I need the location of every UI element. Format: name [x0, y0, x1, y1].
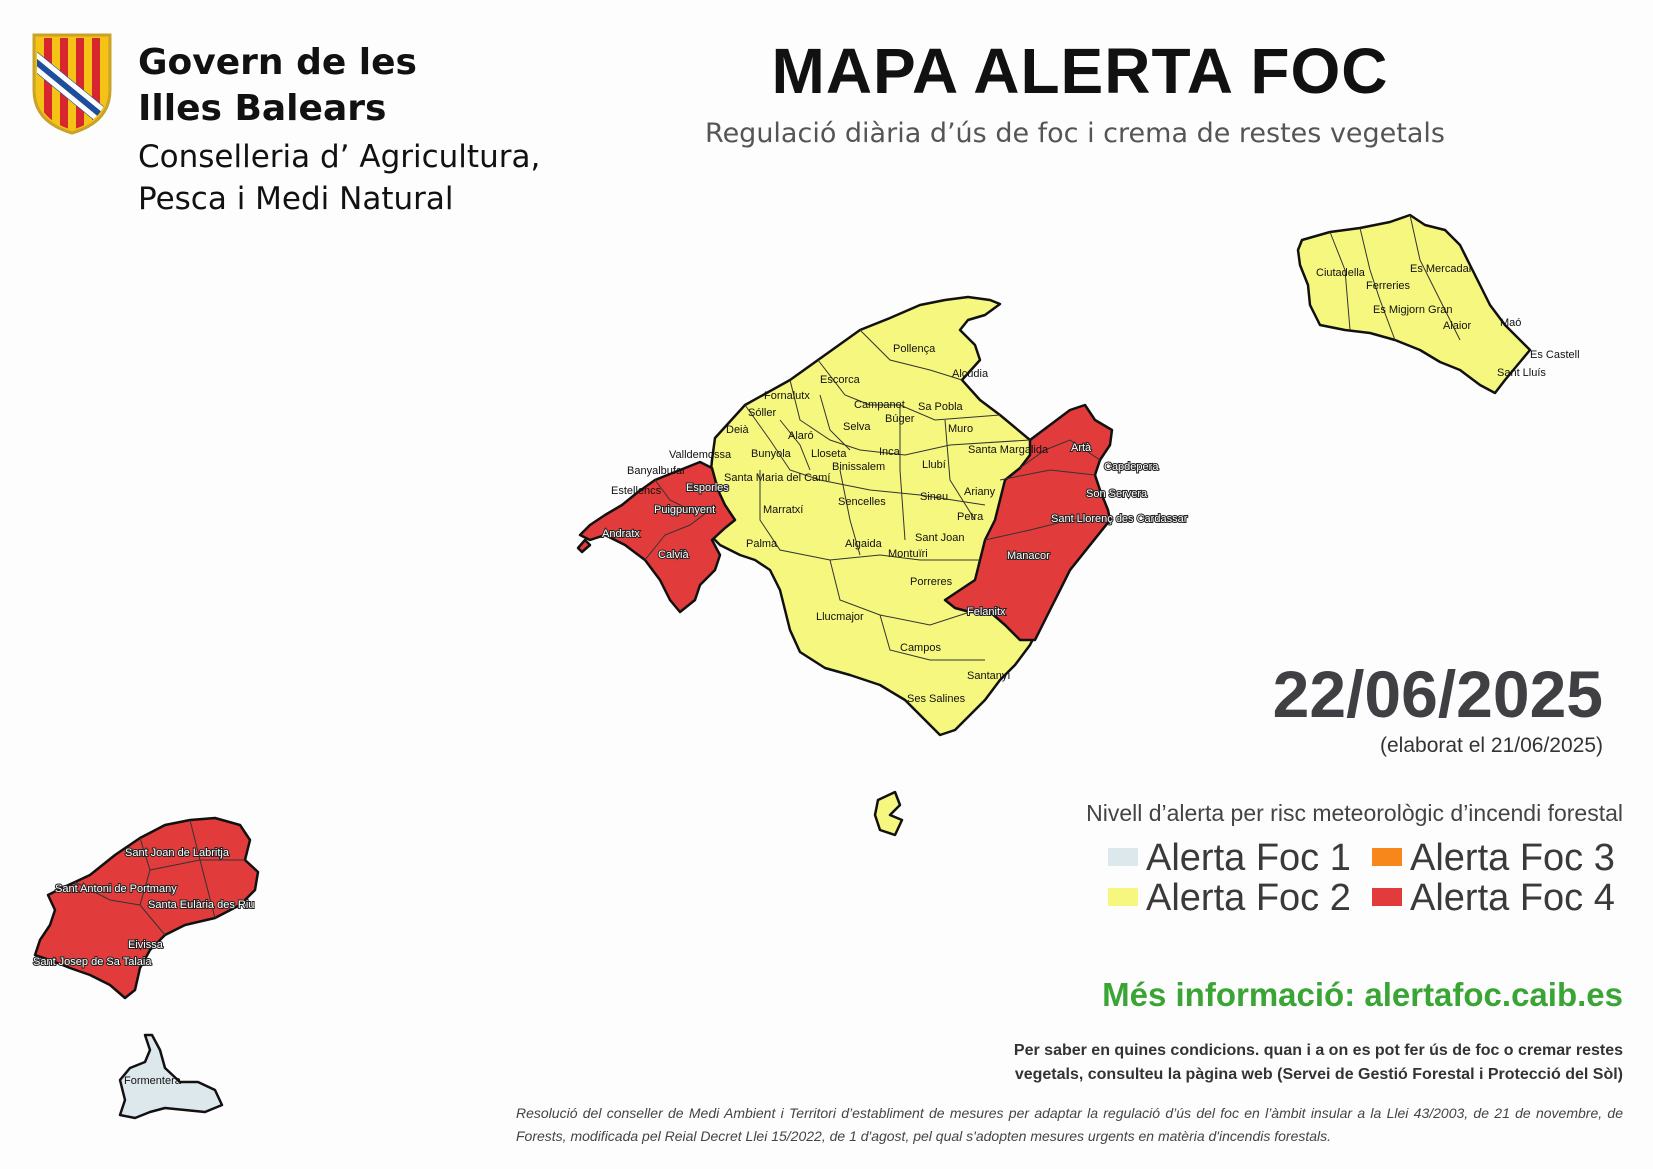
label-sencelles: Sencelles: [838, 496, 886, 508]
label-eivissa: Eivissa: [128, 939, 164, 951]
label-andratx: Andratx: [602, 528, 640, 540]
legend-item-alerta-1: Alerta Foc 1: [1108, 838, 1351, 878]
label-son-servera: Son Servera: [1086, 488, 1148, 500]
label-buger: Búger: [885, 413, 915, 425]
label-montuiri: Montuïri: [888, 548, 928, 560]
label-muro: Muro: [948, 423, 973, 435]
label-valldemossa: Valldemossa: [669, 449, 732, 461]
page-title: MAPA ALERTA FOC: [771, 35, 1389, 107]
coat-of-arms-logo: [32, 33, 112, 135]
legend-item-alerta-2: Alerta Foc 2: [1108, 878, 1351, 918]
label-llucmajor: Llucmajor: [816, 611, 864, 623]
mallorca-east-alert4: [943, 403, 1114, 642]
label-manacor: Manacor: [1007, 550, 1050, 562]
label-formentera: Formentera: [124, 1075, 182, 1087]
label-es-mercadal: Es Mercadal: [1410, 263, 1471, 275]
label-lloseta: Lloseta: [811, 448, 847, 460]
label-escorca: Escorca: [820, 374, 861, 386]
label-puigpunyent: Puigpunyent: [654, 504, 715, 516]
legend-label-3: Alerta Foc 3: [1410, 837, 1615, 879]
legend-swatch-1: [1108, 847, 1138, 866]
legend-label-1: Alerta Foc 1: [1146, 837, 1351, 879]
legal-text: Resolució del conseller de Medi Ambient …: [516, 1105, 1623, 1144]
eivissa-island: [33, 816, 260, 1000]
formentera-island: [118, 1033, 224, 1120]
label-binissalem: Binissalem: [832, 461, 885, 473]
label-mao: Maó: [1500, 317, 1521, 329]
legend-swatch-2: [1108, 887, 1138, 906]
elaboration-date: (elaborat el 21/06/2025): [1380, 734, 1603, 757]
legend-label-2: Alerta Foc 2: [1146, 877, 1351, 919]
organization-name: Govern de les Illes Balears: [138, 40, 417, 132]
org-line-2: Illes Balears: [138, 88, 387, 129]
legend-item-alerta-4: Alerta Foc 4: [1372, 878, 1615, 918]
label-arta: Artà: [1071, 442, 1092, 454]
label-esporles: Esporles: [686, 482, 729, 494]
label-banyalbufar: Banyalbufar: [627, 465, 686, 477]
label-ciutadella: Ciutadella: [1316, 267, 1366, 279]
label-petra: Petra: [957, 511, 984, 523]
more-info-link[interactable]: Més informació: alertafoc.caib.es: [1102, 976, 1623, 1013]
label-sant-antoni: Sant Antoni de Portmany: [55, 883, 177, 895]
label-alaior: Alaior: [1443, 320, 1471, 332]
label-ses-salines: Ses Salines: [907, 693, 966, 705]
page-subtitle: Regulació diària d’ús de foc i crema de …: [705, 118, 1445, 149]
label-porreres: Porreres: [910, 576, 953, 588]
cabrera-island: [873, 790, 904, 837]
label-pollenca: Pollença: [893, 343, 936, 355]
label-alaro: Alaró: [788, 430, 814, 442]
label-marratxi: Marratxí: [763, 504, 803, 516]
label-calvia: Calvià: [658, 549, 689, 561]
legend-swatch-3: [1372, 847, 1402, 866]
legend-title: Nivell d’alerta per risc meteorològic d’…: [1086, 800, 1623, 826]
label-palma: Palma: [746, 538, 778, 550]
label-fornalutx: Fornalutx: [764, 390, 810, 402]
label-sant-josep: Sant Josep de Sa Talaia: [33, 956, 152, 968]
forecast-date: 22/06/2025: [1272, 657, 1603, 731]
dept-line-2: Pesca i Medi Natural: [138, 181, 454, 217]
dept-line-1: Conselleria d’ Agricultura,: [138, 139, 541, 175]
label-algaida: Algaida: [845, 538, 883, 550]
label-bunyola: Bunyola: [751, 448, 792, 460]
label-santanyi: Santanyí: [967, 670, 1010, 682]
label-es-migjorn: Es Migjorn Gran: [1373, 304, 1452, 316]
legend-item-alerta-3: Alerta Foc 3: [1372, 838, 1615, 878]
label-capdepera: Capdepera: [1104, 461, 1159, 473]
label-santa-maria: Santa Maria del Camí: [724, 472, 830, 484]
label-selva: Selva: [843, 421, 871, 433]
label-ferreries: Ferreries: [1366, 280, 1411, 292]
label-estellencs: Estellencs: [611, 485, 662, 497]
label-sa-pobla: Sa Pobla: [918, 401, 964, 413]
label-santa-margalida: Santa Margalida: [968, 444, 1049, 456]
department-name: Conselleria d’ Agricultura, Pesca i Medi…: [138, 136, 540, 220]
menorca-island: [1296, 213, 1532, 395]
label-campos: Campos: [900, 642, 941, 654]
conditions-note: Per saber en quines condicions. quan i a…: [1013, 1042, 1623, 1083]
label-deia: Deià: [726, 424, 750, 436]
label-sant-lluis: Sant Lluís: [1497, 367, 1546, 379]
label-ariany: Ariany: [964, 486, 996, 498]
label-sineu: Sineu: [920, 491, 948, 503]
label-es-castell: Es Castell: [1530, 349, 1580, 361]
dragonera-island: [576, 538, 592, 554]
label-llubi: Llubí: [922, 459, 946, 471]
label-sant-llorenc: Sant Llorenç des Cardassar: [1051, 513, 1188, 525]
mallorca-west-alert4: [578, 460, 737, 614]
label-felanitx: Felanitx: [967, 606, 1006, 618]
label-alcudia: Alcúdia: [952, 368, 989, 380]
legend-swatch-4: [1372, 887, 1402, 906]
label-santa-eularia: Santa Eulària des Riu: [148, 899, 254, 911]
label-campanet: Campanet: [854, 399, 905, 411]
org-line-1: Govern de les: [138, 42, 417, 83]
label-inca: Inca: [879, 446, 901, 458]
label-sant-joan: Sant Joan: [915, 532, 965, 544]
legend-label-4: Alerta Foc 4: [1410, 877, 1615, 919]
label-sant-joan-labritja: Sant Joan de Labritja: [125, 847, 230, 859]
label-soller: Sóller: [748, 407, 776, 419]
